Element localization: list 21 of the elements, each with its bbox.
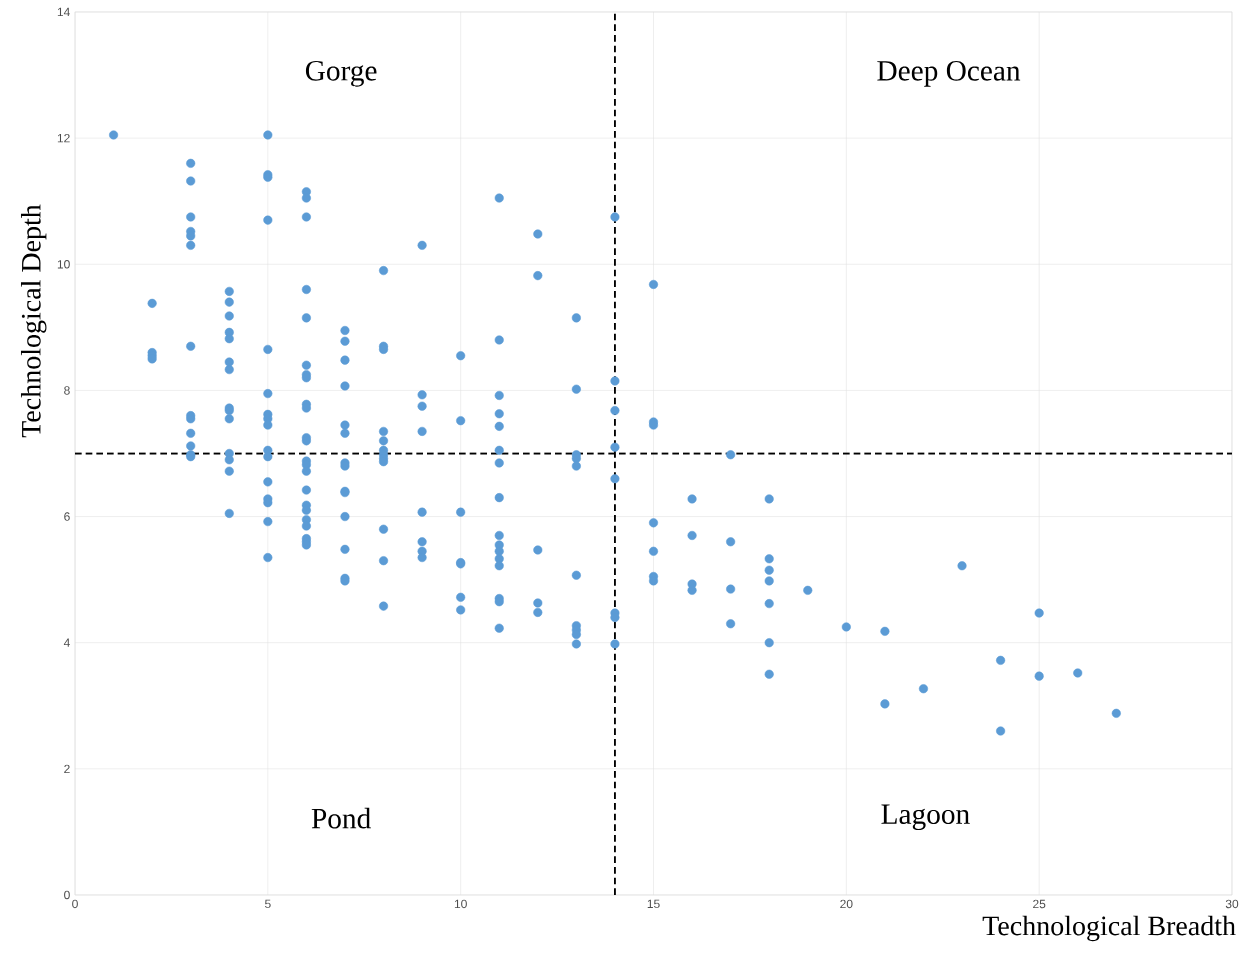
x-tick-label: 10 xyxy=(454,899,467,909)
x-tick-label: 15 xyxy=(647,899,660,909)
annotation: Gorge xyxy=(305,60,377,87)
x-tick-label: 0 xyxy=(72,899,78,909)
x-tick-label: 25 xyxy=(1033,899,1046,909)
x-tick-label: 30 xyxy=(1225,899,1239,909)
x-axis-title: Technological Breadth xyxy=(982,915,1236,942)
y-tick-label: 8 xyxy=(64,386,70,395)
x-tick-label: 5 xyxy=(264,899,271,909)
y-tick-label: 12 xyxy=(57,133,70,143)
y-axis-title: Technological Depth xyxy=(20,204,47,438)
y-tick-label: 10 xyxy=(57,260,70,269)
y-tick-label: 6 xyxy=(64,512,70,521)
y-tick-label: 4 xyxy=(63,638,70,647)
y-tick-label: 2 xyxy=(64,764,70,774)
y-tick-label: 14 xyxy=(57,7,70,17)
y-tick-label: 0 xyxy=(64,890,70,900)
annotation: Lagoon xyxy=(881,804,970,831)
annotation: Pond xyxy=(311,807,371,829)
x-tick-label: 20 xyxy=(840,899,853,909)
annotation: Deep Ocean xyxy=(877,60,1021,87)
